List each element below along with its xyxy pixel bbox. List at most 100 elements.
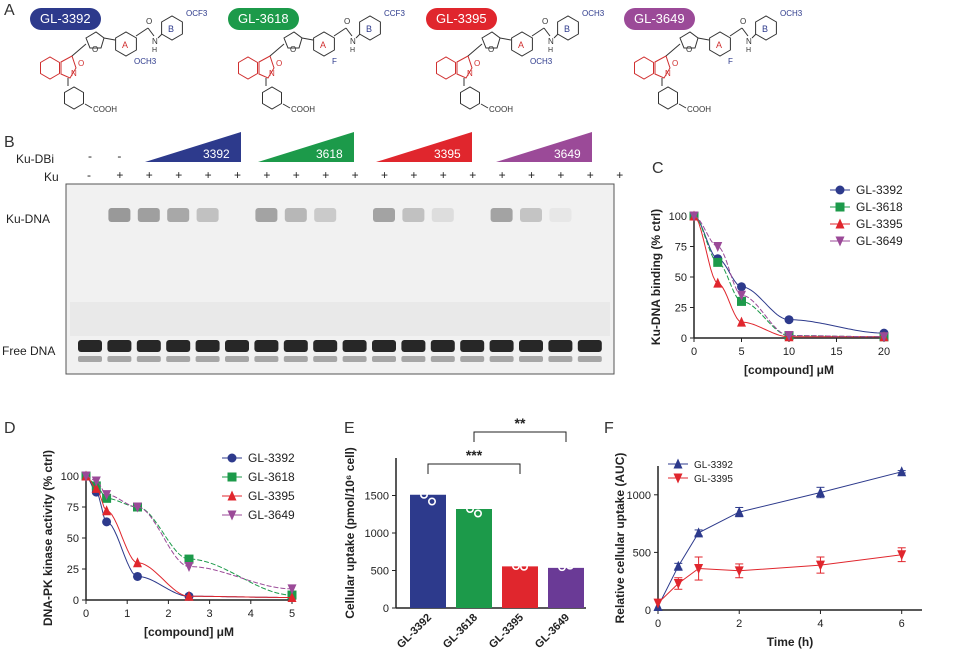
ring [456,55,473,79]
bar [548,567,584,608]
ring [238,56,258,80]
data-point [133,502,142,513]
bond [553,33,559,39]
ku-mark: + [557,168,564,182]
x-tick-label: 3 [207,608,213,620]
data-point [737,296,746,306]
atom-label: H [548,47,553,54]
ku-mark: + [263,168,270,182]
ku-mark: + [499,168,506,182]
data-point [133,571,142,581]
x-tick-label: 1 [124,608,130,620]
replicate-point [520,562,529,571]
free-dna-band [78,340,102,352]
legend-label: GL-3392 [856,183,903,197]
furan-ring [481,31,501,49]
significance-label: *** [466,447,483,463]
free-dna-band [136,340,161,352]
legend-label: GL-3618 [248,470,295,484]
free-dna-band-faint [401,356,426,362]
x-tick-label: 5 [738,346,744,358]
ku-mark: + [469,168,476,182]
atom-label: N [71,69,77,78]
legend-marker [835,218,845,229]
panel-label-b: B [4,134,15,151]
data-point [184,590,194,601]
legend-marker [227,490,237,501]
significance-label: ** [515,418,526,431]
data-point [91,482,101,493]
ku-dna-band [490,208,513,222]
x-tick-label: 0 [655,618,661,630]
atom-label: N [548,37,554,46]
ring [313,31,335,57]
ring-b-label: B [762,24,768,34]
x-tick-label: 4 [817,618,823,630]
bond [301,37,314,41]
atom-label: H [746,47,751,54]
category-label: GL-3649 [533,612,572,651]
ring [709,31,731,57]
data-point [184,554,194,564]
bond [333,27,347,37]
ku-mark: + [352,168,359,182]
panel-label-f: F [604,420,614,437]
ku-dna-band [108,208,131,222]
data-point [184,562,194,573]
gel-panel: Ku-DBi Ku Ku-DNA Free DNA 3392 3618 3395 36… [0,130,640,380]
free-dna-band-faint [283,356,308,362]
atom-label: O [276,59,282,68]
atom-label: O [542,17,548,26]
bond [135,27,149,37]
free-dna-band [195,340,220,352]
data-point [102,517,112,527]
ku-dbi-mark: - [117,149,121,163]
data-point [713,242,723,252]
data-point [879,332,889,343]
series-gl-3392 [653,466,907,612]
y-tick-label: 0 [383,603,389,615]
ring [755,15,777,41]
free-dna-band [342,340,367,352]
free-dna-band-faint [489,356,514,362]
furan-ring [283,31,303,49]
x-tick-label: 15 [830,346,842,358]
ring-b-label: B [366,24,372,34]
legend-label: GL-3392 [694,460,733,471]
data-point [673,579,683,590]
legend-marker [835,202,845,212]
series-line [85,475,292,596]
bond [678,103,687,109]
atom-label: N [665,69,671,78]
ring-a-label: A [716,40,722,50]
category-label: GL-3392 [395,612,434,651]
ring [658,86,678,110]
significance-bracket [427,463,521,474]
x-tick-label: 2 [165,608,171,620]
atom-label: H [152,47,157,54]
ku-mark: + [528,168,535,182]
legend-marker [673,458,683,469]
free-dna-band [489,340,514,352]
replicate-point [474,509,483,518]
ring [359,15,381,41]
replicate-point [420,490,429,499]
legend-marker [227,472,237,482]
substituent-label: OCH3 [582,9,605,18]
bar [502,566,538,608]
ku-dna-band [255,208,278,222]
gel-image: 3392 3618 3395 3649 - - - + + + + + + + + + + + + + + + + + + [65,132,623,375]
x-tick-label: 10 [783,346,795,358]
x-axis-label: [compound] μM [744,363,834,377]
series-line [657,471,902,607]
data-point [734,506,744,517]
category-label: GL-3395 [487,612,526,651]
ku-dna-band [373,208,395,222]
wedge-label: 3649 [554,147,581,161]
ku-row-label: Ku [44,170,59,184]
free-dna-band-faint [460,356,485,362]
data-point [815,486,825,497]
atom-label: N [350,37,356,46]
